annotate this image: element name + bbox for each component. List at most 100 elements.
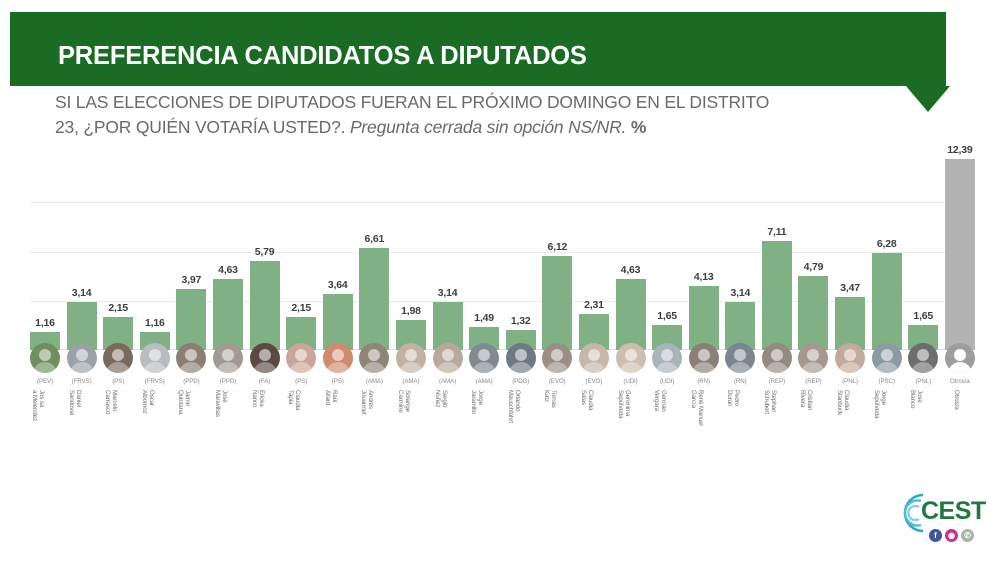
bar-rect[interactable] (176, 288, 207, 350)
party-label: (PPD) (219, 378, 237, 385)
bar-value-label: 5,79 (254, 245, 275, 258)
party-label: (PPD) (183, 378, 200, 385)
bar-column[interactable]: 3,47 (835, 150, 866, 350)
bar-column[interactable]: 3,97 (176, 150, 207, 350)
bar-column[interactable]: 1,16 (30, 150, 60, 350)
bar-rect[interactable] (249, 260, 280, 350)
bar-rect[interactable] (359, 248, 390, 350)
bar-rect[interactable] (542, 255, 573, 350)
whatsapp-icon[interactable]: ✆ (961, 529, 974, 542)
cest-logo: CEST f ◉ ✆ (893, 487, 986, 553)
bar-rect[interactable] (212, 278, 243, 350)
candidate-name-label: Cristian Rivera (799, 390, 814, 411)
bar-column[interactable]: 3,14 (725, 150, 756, 350)
bar-column[interactable]: 4,63 (212, 150, 243, 350)
bar-column[interactable]: 1,32 (505, 150, 536, 350)
party-label: (AMA) (402, 378, 420, 385)
bar-value-label: 1,65 (913, 309, 934, 322)
bar-column[interactable]: 5,79 (249, 150, 280, 350)
avatar-cell (322, 343, 353, 377)
bar-column[interactable]: 2,15 (286, 150, 317, 350)
bar-rect[interactable] (798, 276, 829, 350)
bar-rect[interactable] (688, 286, 719, 350)
bar-column[interactable]: 3,14 (66, 150, 97, 350)
avatar (66, 343, 97, 373)
candidate-name-label: José Blanco (909, 390, 924, 409)
generic-person-icon (944, 343, 975, 373)
bar-column[interactable]: 1,16 (139, 150, 170, 350)
bar-column[interactable]: 1,65 (652, 150, 683, 350)
party-label: (PNL) (915, 378, 932, 385)
avatar-face (295, 349, 308, 361)
avatar-cell (835, 343, 866, 377)
avatar-cell (66, 343, 97, 377)
avatar (176, 343, 207, 373)
party-label: (PDG) (512, 378, 530, 385)
candidate-name-label: Raúl Allard (323, 390, 338, 406)
candidate-names: Jos sa a Melendez Daniel Sandoval Marcelo Car… (30, 390, 975, 460)
avatar-face (514, 349, 527, 361)
bar-column[interactable]: 6,28 (871, 150, 902, 350)
bar-rect[interactable] (432, 301, 463, 350)
avatar (359, 343, 390, 373)
avatar-cell (176, 343, 207, 377)
bar-column[interactable]: 4,63 (615, 150, 646, 350)
candidate-name-label: Jos sa a Melendez (31, 390, 45, 421)
party-label: (PS) (295, 378, 308, 385)
bar-rect[interactable] (761, 240, 792, 350)
bar-rect[interactable] (322, 294, 353, 350)
header-banner-notch (906, 86, 950, 112)
gridline (30, 300, 975, 302)
avatar (798, 343, 829, 373)
party-label: (PS) (331, 378, 344, 385)
bar-column[interactable]: 1,65 (908, 150, 939, 350)
name-cell: Solange Carmine (396, 390, 426, 460)
bar-column[interactable]: 1,98 (395, 150, 426, 350)
name-cell: Orlando Mauschfahrt (506, 390, 536, 460)
avatar-cell (359, 343, 390, 377)
avatar (286, 343, 317, 373)
bar-column[interactable]: 12,39 (944, 144, 975, 350)
candidate-name-label: Claudia Salas (579, 390, 594, 411)
avatar-body (106, 362, 131, 373)
bar-rect[interactable] (66, 301, 97, 350)
bar-rect[interactable] (615, 278, 646, 350)
avatar (542, 343, 573, 373)
avatar-body (289, 362, 314, 373)
instagram-icon[interactable]: ◉ (945, 529, 958, 542)
avatar-body (655, 362, 680, 373)
bar-column[interactable]: 1,49 (469, 150, 500, 350)
facebook-icon[interactable]: f (929, 529, 942, 542)
bar-column[interactable]: 4,13 (688, 150, 719, 350)
name-cell: Claudia Tapia (286, 390, 316, 460)
avatar-face (331, 349, 344, 361)
bar-rect[interactable] (871, 253, 902, 350)
bar-value-label: 4,79 (803, 261, 824, 274)
bar-rect[interactable] (835, 296, 866, 350)
bar-value-label: 1,65 (657, 309, 677, 322)
subtitle-line1: SI LAS ELECCIONES DE DIPUTADOS FUERAN EL… (55, 92, 770, 112)
bar-column[interactable]: 2,15 (103, 150, 134, 350)
candidate-name-label: Andrés Jouannet (360, 390, 375, 415)
bar-rect[interactable] (725, 301, 756, 350)
avatar (505, 343, 536, 373)
avatar-cell (578, 343, 609, 377)
party-label: (PEV) (36, 378, 53, 385)
bar-column[interactable]: 2,31 (578, 150, 609, 350)
bar-column[interactable]: 6,12 (542, 150, 573, 350)
avatar-cell (286, 343, 317, 377)
avatar-face (478, 349, 491, 361)
candidate-name-label: Otros/a (952, 390, 960, 410)
avatar-body (764, 362, 789, 373)
name-cell: Sergio Núñez (433, 390, 463, 460)
bar-column[interactable]: 7,11 (761, 150, 792, 350)
bar-column[interactable]: 3,14 (432, 150, 463, 350)
bar-rect[interactable] (944, 159, 975, 350)
bar-column[interactable]: 4,79 (798, 150, 829, 350)
candidate-name-label: Tomás Katz (543, 390, 558, 408)
candidate-name-label: Claudia Tapia (287, 390, 302, 411)
bar-value-label: 4,63 (620, 263, 641, 276)
bar-column[interactable]: 6,61 (359, 150, 390, 350)
bar-column[interactable]: 3,64 (322, 150, 353, 350)
